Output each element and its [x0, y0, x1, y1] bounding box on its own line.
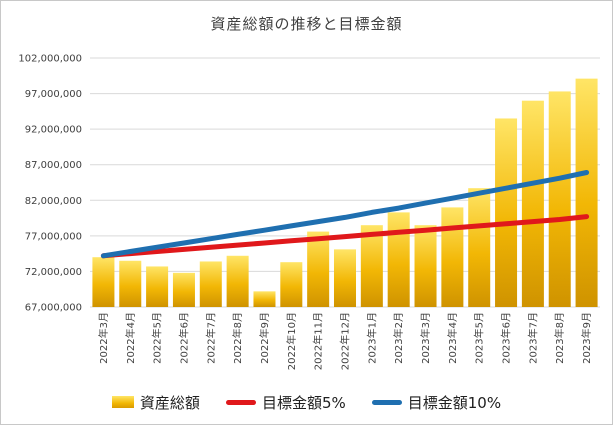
bar	[575, 78, 598, 307]
bar	[253, 291, 276, 307]
bar	[199, 261, 222, 307]
bar	[92, 257, 115, 307]
x-tick-label: 2022年3月	[97, 312, 110, 364]
bar	[226, 255, 249, 307]
bar	[414, 225, 437, 307]
x-tick-label: 2022年12月	[339, 312, 352, 370]
bar	[307, 231, 330, 307]
x-axis-ticks: 2022年3月 2022年4月 2022年5月 2022年6月 2022年7月 2022年…	[97, 312, 593, 370]
bar	[172, 272, 195, 307]
legend-label-target-5: 目標金額5%	[261, 393, 346, 412]
bar	[495, 118, 518, 307]
bar	[387, 212, 410, 307]
y-tick-label: 87,000,000	[25, 160, 82, 171]
x-tick-label: 2022年11月	[312, 312, 325, 370]
bar	[441, 207, 464, 307]
y-tick-label: 72,000,000	[25, 267, 82, 278]
y-tick-label: 102,000,000	[18, 54, 82, 65]
y-tick-label: 92,000,000	[25, 125, 82, 136]
x-tick-label: 2022年4月	[124, 312, 137, 364]
x-tick-label: 2022年7月	[204, 312, 217, 364]
line-target-10	[100, 170, 590, 259]
bar	[521, 100, 544, 307]
x-tick-label: 2023年8月	[553, 312, 566, 364]
y-tick-label: 97,000,000	[25, 89, 82, 100]
legend-label-assets: 資産総額	[139, 393, 200, 412]
legend-swatch-assets	[111, 396, 134, 408]
x-tick-label: 2022年8月	[231, 312, 244, 364]
y-axis-ticks: 102,000,000 97,000,000 92,000,000 87,000,00…	[18, 54, 82, 314]
x-tick-label: 2023年1月	[365, 312, 378, 364]
x-tick-label: 2023年7月	[526, 312, 539, 364]
bar-series	[92, 78, 598, 308]
line-target-5	[100, 214, 590, 259]
legend-swatch-target-10	[371, 399, 402, 405]
legend-item-assets: 資産総額	[111, 392, 200, 413]
x-tick-label: 2023年4月	[446, 312, 459, 364]
bar	[360, 225, 383, 307]
chart-title: 資産総額の推移と目標金額	[210, 15, 403, 33]
legend-item-target-10: 目標金額10%	[371, 392, 502, 413]
legend-item-target-5: 目標金額5%	[225, 392, 346, 413]
x-tick-label: 2022年10月	[285, 312, 298, 370]
x-tick-label: 2023年3月	[419, 312, 432, 364]
bar	[468, 188, 491, 307]
bar	[548, 91, 571, 308]
bar	[333, 249, 357, 307]
line-series	[100, 170, 590, 259]
y-tick-label: 77,000,000	[25, 231, 82, 242]
x-tick-label: 2023年9月	[580, 312, 593, 364]
x-tick-label: 2023年5月	[473, 312, 486, 364]
legend: 資産総額 目標金額5% 目標金額10%	[0, 391, 613, 413]
x-tick-label: 2022年5月	[151, 312, 164, 364]
bar	[146, 266, 169, 307]
legend-label-target-10: 目標金額10%	[407, 393, 502, 412]
x-tick-label: 2023年6月	[500, 312, 513, 364]
y-tick-label: 82,000,000	[25, 196, 82, 207]
x-tick-label: 2023年2月	[392, 312, 405, 364]
y-tick-label: 67,000,000	[25, 303, 82, 314]
x-tick-label: 2022年6月	[177, 312, 190, 364]
bar	[119, 260, 142, 307]
bar	[280, 262, 303, 307]
legend-swatch-target-5	[225, 399, 256, 405]
x-tick-label: 2022年9月	[258, 312, 271, 364]
